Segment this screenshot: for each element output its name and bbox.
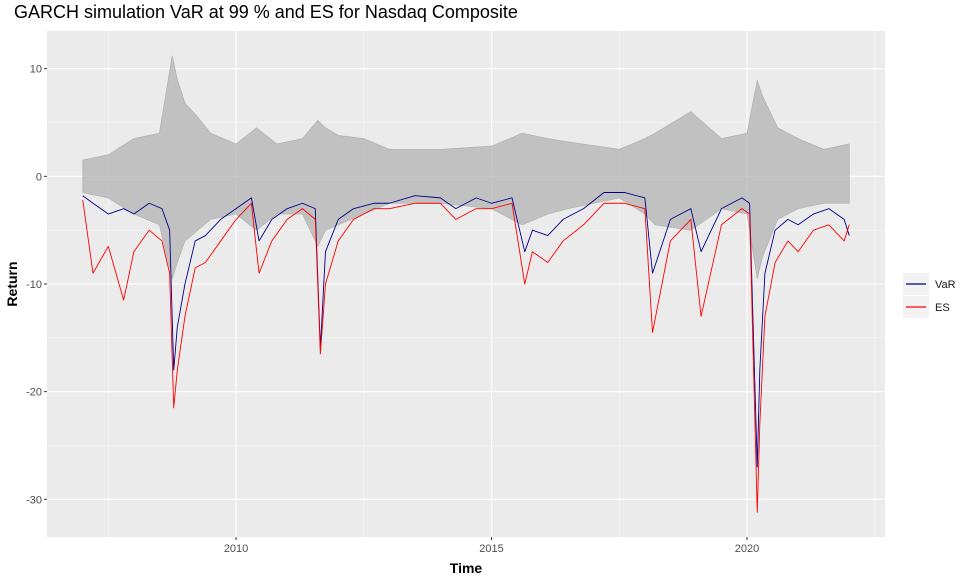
- y-axis-title: Return: [4, 261, 20, 306]
- y-tick-label: 10: [30, 64, 42, 76]
- series-es-line: [82, 199, 850, 513]
- legend-label-var: VaR: [935, 279, 956, 291]
- chart-title: GARCH simulation VaR at 99 % and ES for …: [14, 2, 518, 22]
- x-axis: 2010 2015 2020: [224, 537, 759, 555]
- x-tick-label: 2020: [735, 543, 759, 555]
- series-returns-band: [82, 55, 850, 281]
- x-tick-label: 2015: [479, 543, 503, 555]
- major-gridlines: [47, 31, 885, 537]
- y-tick-label: -20: [26, 387, 42, 399]
- y-tick-label: 0: [36, 171, 42, 183]
- x-tick-label: 2010: [224, 543, 248, 555]
- series-var-line: [82, 192, 850, 468]
- legend: VaR ES: [903, 273, 956, 318]
- legend-label-es: ES: [935, 302, 950, 314]
- series-layer: [82, 55, 850, 513]
- y-tick-label: -10: [26, 279, 42, 291]
- y-axis: 10 0 -10 -20 -30: [26, 64, 47, 506]
- x-axis-title: Time: [450, 560, 483, 576]
- y-tick-label: -30: [26, 494, 42, 506]
